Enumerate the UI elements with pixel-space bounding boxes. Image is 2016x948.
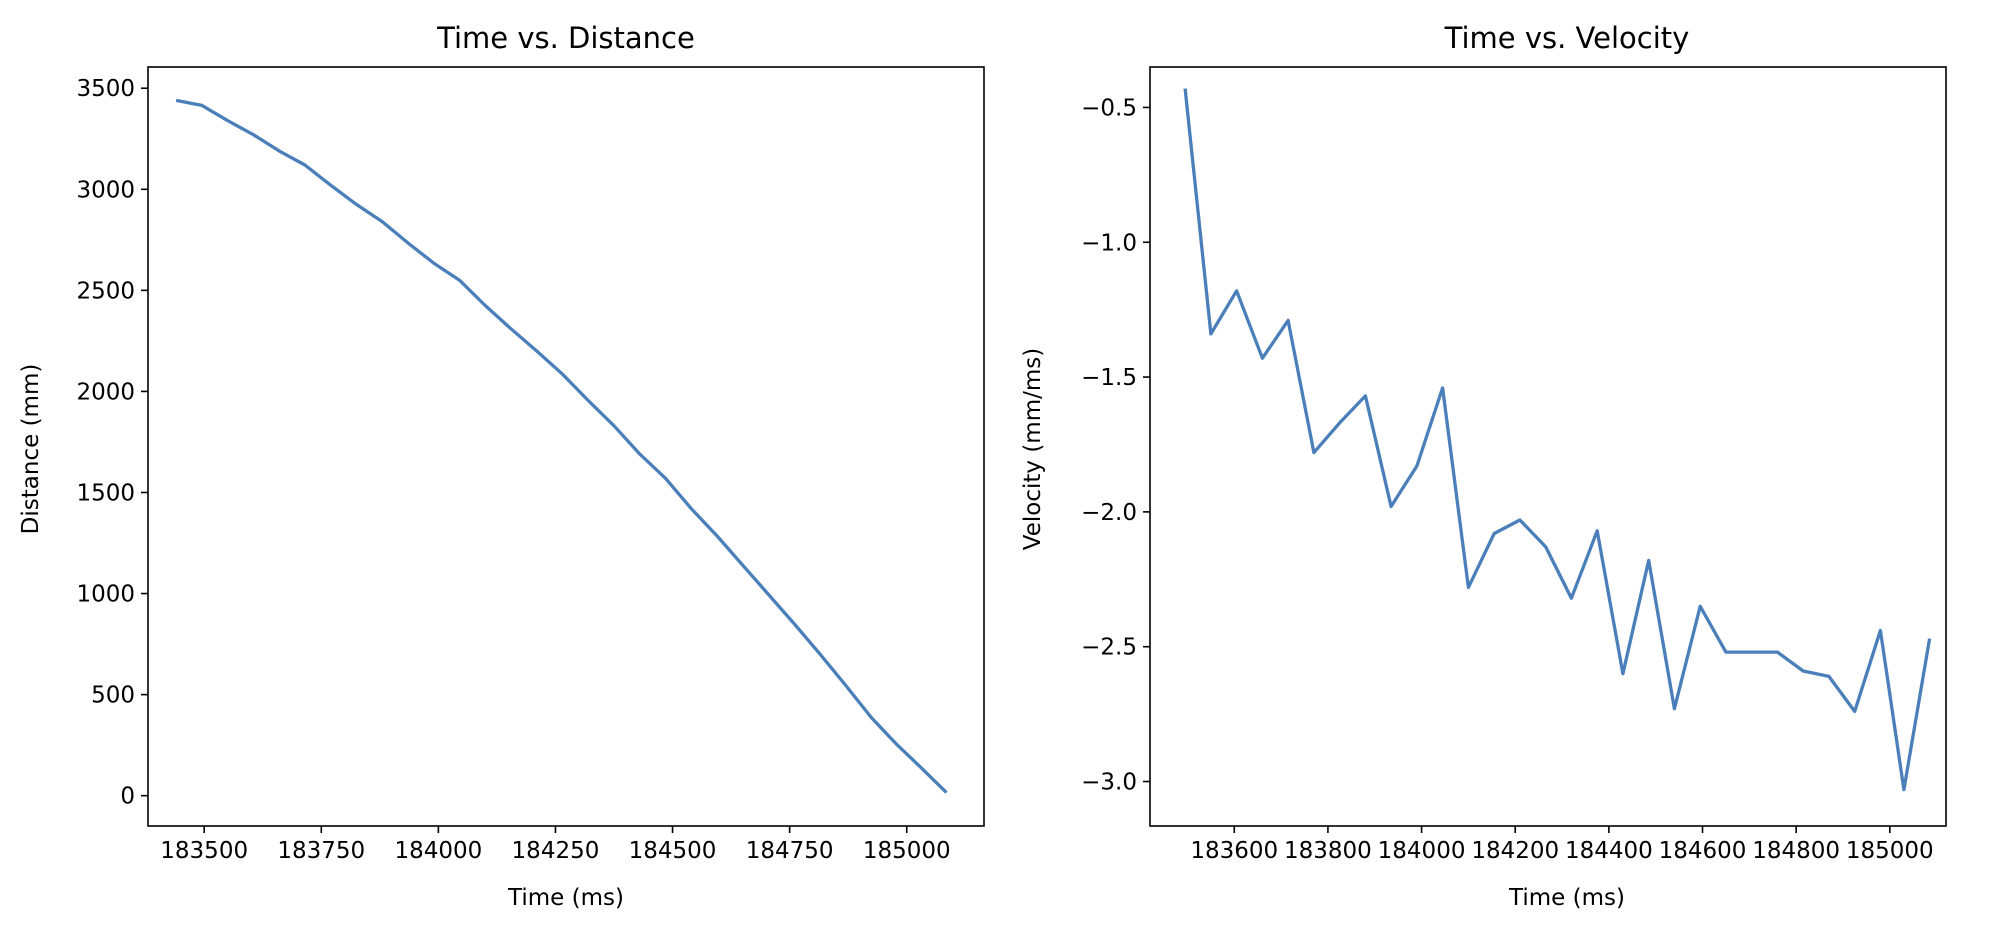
velocity-ytick-label: −2.5 xyxy=(1081,635,1137,661)
distance-xtick-label: 183500 xyxy=(160,838,248,864)
velocity-ytick-label: −3.0 xyxy=(1081,770,1137,796)
distance-chart-xlabel: Time (ms) xyxy=(507,885,624,911)
velocity-xtick-label: 183600 xyxy=(1190,838,1278,864)
velocity-xtick-label: 184800 xyxy=(1752,838,1840,864)
velocity-chart-ylabel: Velocity (mm/ms) xyxy=(1020,348,1046,550)
distance-chart-ticks: 183500 183750 184000 184250 184500 184750 1850… xyxy=(76,76,950,864)
velocity-chart-frame xyxy=(1149,66,1947,827)
distance-chart-frame xyxy=(147,66,985,827)
velocity-chart-xlabel: Time (ms) xyxy=(1508,885,1625,911)
distance-ytick-label: 2000 xyxy=(76,379,135,405)
velocity-series-line xyxy=(1183,88,1932,792)
velocity-chart: Time vs. Velocity Time (ms) Velocity (mm… xyxy=(1020,21,1947,911)
distance-ytick-label: 3500 xyxy=(76,76,135,102)
distance-ytick-label: 500 xyxy=(91,683,135,709)
distance-series-line xyxy=(175,98,948,794)
velocity-xtick-label: 183800 xyxy=(1284,838,1372,864)
distance-xtick-label: 184750 xyxy=(746,838,834,864)
velocity-ytick-label: −1.5 xyxy=(1081,365,1137,391)
distance-xtick-label: 184500 xyxy=(629,838,717,864)
distance-chart: Time vs. Distance Time (ms) Distance (mm… xyxy=(18,21,985,911)
distance-ytick-label: 3000 xyxy=(76,177,135,203)
velocity-xtick-label: 184000 xyxy=(1378,838,1466,864)
distance-ytick-label: 2500 xyxy=(76,278,135,304)
distance-xtick-label: 183750 xyxy=(277,838,365,864)
velocity-chart-ticks: 183600 183800 184000 184200 184400 184600 1848… xyxy=(1081,95,1934,864)
distance-chart-title: Time vs. Distance xyxy=(436,21,695,55)
velocity-xtick-label: 184200 xyxy=(1471,838,1559,864)
distance-xtick-label: 184000 xyxy=(394,838,482,864)
distance-ytick-label: 1000 xyxy=(76,582,135,608)
velocity-xtick-label: 184400 xyxy=(1565,838,1653,864)
distance-xtick-label: 185000 xyxy=(863,838,951,864)
distance-ytick-label: 0 xyxy=(120,784,135,810)
velocity-ytick-label: −1.0 xyxy=(1081,230,1137,256)
velocity-ytick-label: −0.5 xyxy=(1081,95,1137,121)
velocity-xtick-label: 185000 xyxy=(1846,838,1934,864)
distance-chart-ylabel: Distance (mm) xyxy=(18,364,44,535)
velocity-xtick-label: 184600 xyxy=(1659,838,1747,864)
distance-xtick-label: 184250 xyxy=(512,838,600,864)
velocity-chart-title: Time vs. Velocity xyxy=(1444,21,1690,55)
distance-ytick-label: 1500 xyxy=(76,480,135,506)
velocity-ytick-label: −2.0 xyxy=(1081,500,1137,526)
